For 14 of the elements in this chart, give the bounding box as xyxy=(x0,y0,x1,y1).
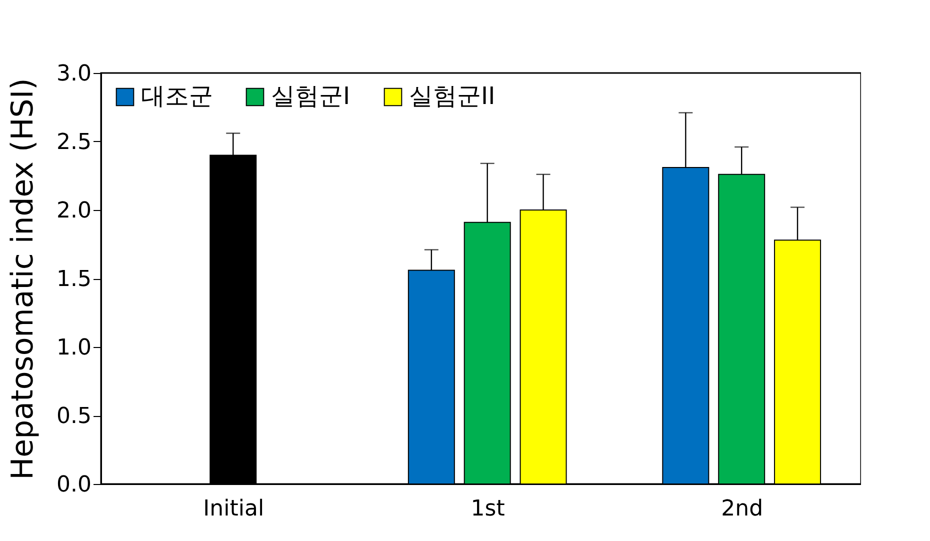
y-tick-label: 1.5 xyxy=(56,267,92,292)
x-tick-label: 2nd xyxy=(721,496,764,522)
y-tick-label: 0.0 xyxy=(56,472,92,498)
legend-label: 대조군 xyxy=(141,82,213,110)
y-tick-label: 2.0 xyxy=(56,198,92,224)
x-tick-label: 1st xyxy=(470,496,506,522)
y-axis-title: Hepatosomatic index (HSI) xyxy=(6,78,41,480)
legend-label: 실험군II xyxy=(409,82,496,110)
y-tick-label: 3.0 xyxy=(56,62,92,86)
legend-label: 실험군I xyxy=(271,82,350,110)
y-tick-label: 1.0 xyxy=(56,336,92,360)
y-tick-label: 0.5 xyxy=(56,404,92,429)
y-tick-label: 2.5 xyxy=(56,130,92,155)
x-tick-label: Initial xyxy=(203,496,264,522)
